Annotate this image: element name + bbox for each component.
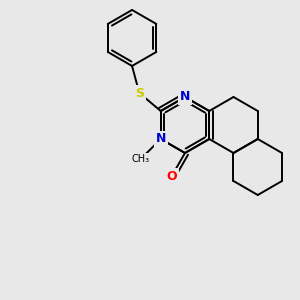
Text: O: O <box>167 169 177 182</box>
Text: N: N <box>156 133 166 146</box>
Text: N: N <box>180 91 190 103</box>
Text: S: S <box>135 86 144 100</box>
Text: CH₃: CH₃ <box>132 154 150 164</box>
